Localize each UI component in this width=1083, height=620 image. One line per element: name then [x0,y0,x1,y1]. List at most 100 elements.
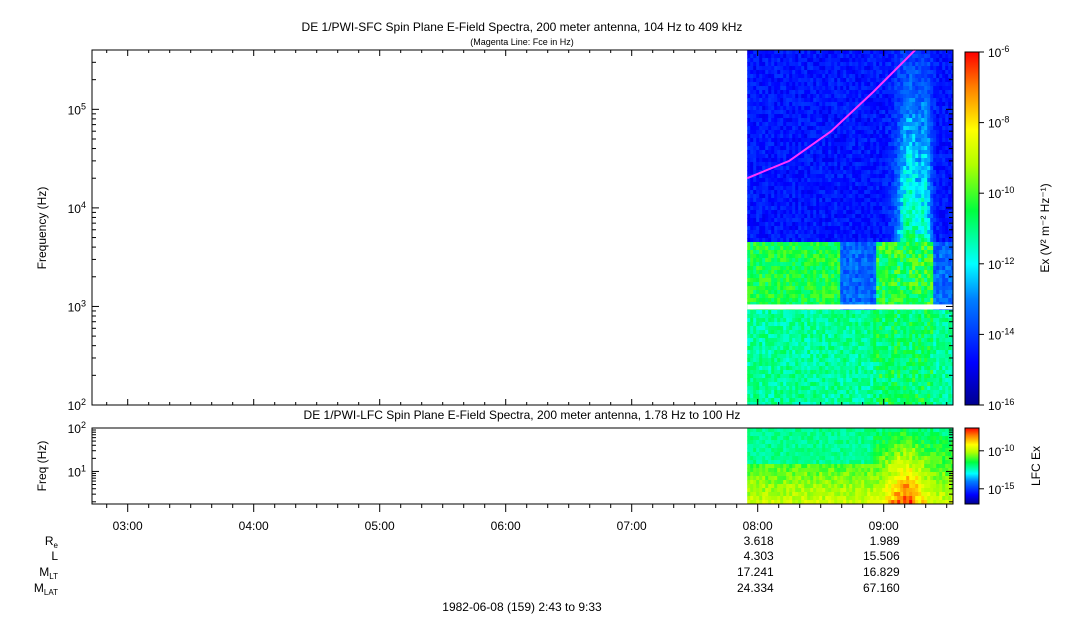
spectrogram-cell [795,114,799,119]
spectrogram-cell [774,130,778,135]
spectrogram-cell [849,362,853,367]
spectrogram-cell [876,278,880,283]
spectrogram-cell [837,190,841,195]
spectrogram-cell [888,350,892,355]
spectrogram-cell [816,146,820,151]
spectrogram-cell [747,126,751,131]
spectrogram-cell [747,182,751,187]
spectrogram-cell [777,290,781,295]
spectrogram-cell [909,150,913,155]
spectrogram-cell [900,178,904,183]
spectrogram-cell [798,62,802,67]
spectrogram-cell [855,258,859,263]
spectrogram-cell [897,106,901,111]
spectrogram-cell [816,70,820,75]
spectrogram-cell [834,202,838,207]
spectrogram-cell [837,238,841,243]
spectrogram-cell [753,166,757,171]
spectrogram-cell [822,326,826,331]
spectrogram-cell [873,226,877,231]
spectrogram-cell [858,226,862,231]
spectrogram-cell [753,394,757,399]
spectrogram-cell [852,326,856,331]
spectrogram-cell [777,234,781,239]
spectrogram-cell [900,382,904,387]
spectrogram-cell [765,218,769,223]
spectrogram-cell [834,218,838,223]
spectrogram-cell [891,374,895,379]
spectrogram-cell [861,94,865,99]
spectrogram-cell [846,394,850,399]
spectrogram-cell [819,62,823,67]
spectrogram-cell [780,342,784,347]
spectrogram-cell [762,246,766,251]
spectrogram-cell [792,278,796,283]
spectrogram-cell [855,110,859,115]
spectrogram-cell [747,74,751,79]
spectrogram-cell [750,342,754,347]
spectrogram-cell [912,398,916,403]
spectrogram-cell [747,326,751,331]
spectrogram-cell [861,346,865,351]
spectrogram-cell [864,262,868,267]
spectrogram-cell [885,94,889,99]
spectrogram-cell [912,142,916,147]
spectrogram-cell [834,294,838,299]
spectrogram-cell [795,310,799,315]
spectrogram-cell [855,394,859,399]
spectrogram-cell [882,298,886,303]
spectrogram-cell [828,278,832,283]
spectrogram-cell [912,350,916,355]
spectrogram-cell [891,58,895,63]
spectrogram-cell [822,310,826,315]
spectrogram-cell [828,286,832,291]
spectrogram-cell [837,186,841,191]
spectrogram-cell [897,246,901,251]
spectrogram-cell [888,58,892,63]
spectrogram-cell [756,102,760,107]
spectrogram-cell [771,374,775,379]
spectrogram-cell [834,362,838,367]
spectrogram-cell [876,114,880,119]
spectrogram-cell [885,342,889,347]
spectrogram-cell [909,330,913,335]
spectrogram-cell [792,238,796,243]
spectrogram-cell [747,234,751,239]
spectrogram-cell [825,382,829,387]
spectrogram-cell [843,254,847,259]
spectrogram-cell [774,386,778,391]
spectrogram-cell [777,130,781,135]
spectrogram-cell [834,310,838,315]
spectrogram-cell [798,110,802,115]
spectrogram-cell [789,118,793,123]
spectrogram-cell [768,86,772,91]
spectrogram-cell [798,126,802,131]
spectrogram-cell [843,146,847,151]
spectrogram-cell [807,66,811,71]
spectrogram-cell [828,94,832,99]
spectrogram-cell [825,226,829,231]
spectrogram-cell [801,242,805,247]
spectrogram-cell [828,250,832,255]
spectrogram-cell [747,322,751,327]
spectrogram-cell [831,242,835,247]
spectrogram-cell [810,154,814,159]
spectrogram-cell [822,282,826,287]
spectrogram-cell [870,134,874,139]
spectrogram-cell [759,326,763,331]
spectrogram-cell [798,318,802,323]
spectrogram-cell [900,90,904,95]
spectrogram-cell [852,222,856,227]
spectrogram-cell [831,214,835,219]
spectrogram-cell [876,390,880,395]
spectrogram-cell [897,270,901,275]
spectrogram-cell [762,398,766,403]
spectrogram-cell [912,138,916,143]
spectrogram-cell [783,94,787,99]
spectrogram-cell [765,258,769,263]
spectrogram-cell [756,78,760,83]
spectrogram-cell [750,178,754,183]
spectrogram-cell [897,362,901,367]
spectrogram-cell [882,378,886,383]
spectrogram-cell [771,286,775,291]
